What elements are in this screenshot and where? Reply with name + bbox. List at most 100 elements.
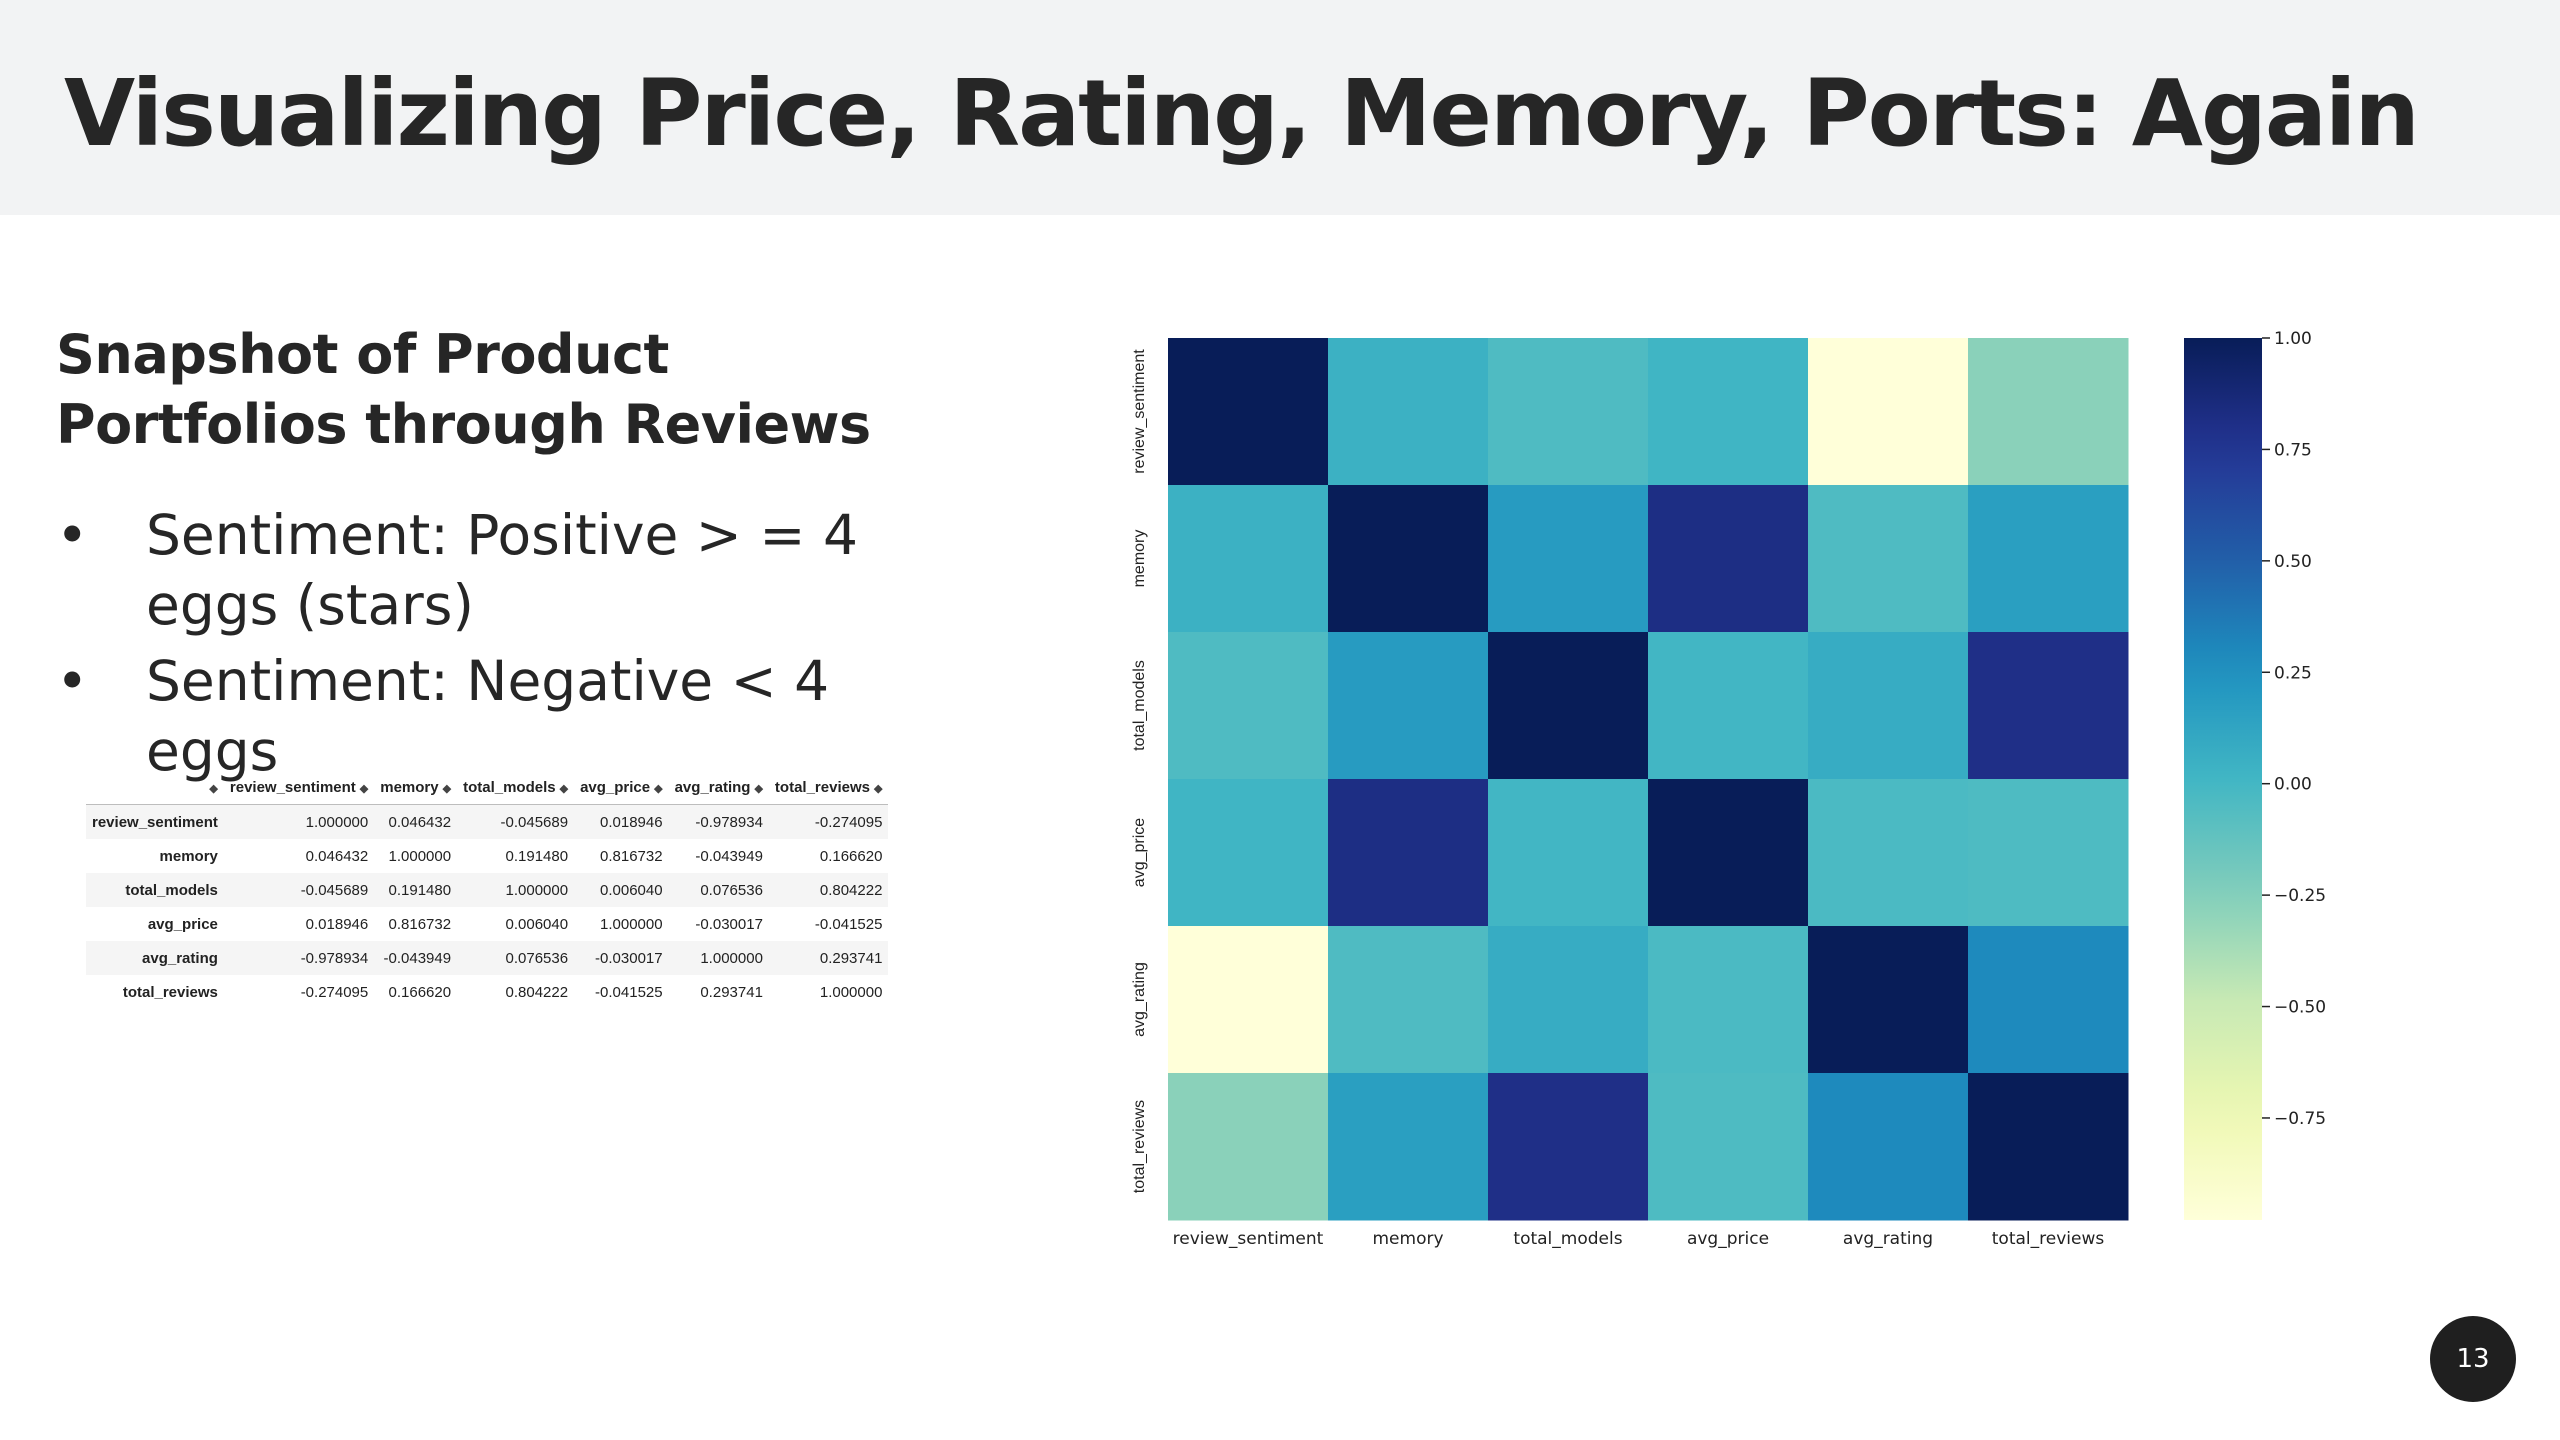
table-cell: -0.043949 bbox=[695, 847, 763, 865]
sort-icon: ◆ bbox=[873, 782, 883, 795]
bullet-item: • Sentiment: Negative < 4 eggs bbox=[56, 646, 956, 786]
heatmap-cell bbox=[1968, 632, 2129, 780]
row-label: total_models bbox=[125, 881, 218, 899]
column-header[interactable]: total_models ◆ bbox=[457, 770, 575, 805]
sort-icon: ◆ bbox=[754, 782, 763, 795]
table-cell: -0.274095 bbox=[300, 983, 369, 1001]
y-tick-label: total_reviews bbox=[1131, 1100, 1148, 1193]
heatmap-cell bbox=[1648, 632, 1809, 780]
table-cell: 0.191480 bbox=[388, 881, 452, 899]
heatmap-cell bbox=[1168, 338, 1329, 486]
heatmap-cell bbox=[1968, 1073, 2129, 1221]
heatmap-cell bbox=[1968, 926, 2129, 1074]
heatmap-cell bbox=[1808, 926, 1969, 1074]
table-row: total_reviews -0.274095 0.166620 0.80422… bbox=[86, 975, 888, 1009]
heatmap-cell bbox=[1648, 485, 1809, 633]
table-cell: 1.000000 bbox=[819, 983, 883, 1001]
row-label: avg_rating bbox=[142, 949, 218, 967]
table-cell: 0.076536 bbox=[700, 881, 763, 899]
colorbar-tick-label: 0.75 bbox=[2274, 440, 2312, 460]
table-cell: 1.000000 bbox=[700, 949, 763, 967]
table-cell: 1.000000 bbox=[600, 915, 663, 933]
colorbar-tick-label: 0.00 bbox=[2274, 775, 2312, 795]
sort-icon: ◆ bbox=[209, 782, 218, 795]
table-cell: 0.816732 bbox=[600, 847, 663, 865]
column-header[interactable]: total_reviews ◆ bbox=[768, 770, 889, 805]
x-tick-label: total_models bbox=[1513, 1229, 1622, 1249]
heatmap-cell bbox=[1328, 926, 1489, 1074]
table-cell: -0.030017 bbox=[595, 949, 663, 967]
table-cell: 0.293741 bbox=[700, 983, 763, 1001]
title-band bbox=[0, 0, 2560, 215]
heatmap-cell bbox=[1328, 632, 1489, 780]
heatmap-cell bbox=[1648, 779, 1809, 927]
heatmap-cell bbox=[1488, 779, 1649, 927]
table-cell: -0.045689 bbox=[500, 813, 569, 831]
correlation-heatmap: review_sentiment memory total_models avg_pr… bbox=[1131, 329, 2326, 1249]
x-tick-label: memory bbox=[1372, 1229, 1443, 1249]
heatmap-cell bbox=[1648, 338, 1809, 486]
sort-icon: ◆ bbox=[442, 782, 452, 795]
heatmap-cell bbox=[1328, 485, 1489, 633]
heatmap-cell bbox=[1488, 632, 1649, 780]
colorbar bbox=[2184, 338, 2262, 1220]
table-cell: 0.046432 bbox=[305, 847, 369, 865]
heatmap-cell bbox=[1168, 926, 1329, 1074]
index-header[interactable]: ◆ bbox=[86, 770, 224, 805]
table-cell: 0.006040 bbox=[600, 881, 663, 899]
heatmap-cell bbox=[1488, 1073, 1649, 1221]
sort-icon: ◆ bbox=[654, 782, 663, 795]
x-tick-label: avg_price bbox=[1687, 1229, 1769, 1249]
table-cell: -0.043949 bbox=[383, 949, 452, 967]
column-header[interactable]: review_sentiment ◆ bbox=[223, 770, 375, 805]
table-row: memory 0.046432 1.000000 0.191480 0.8167… bbox=[86, 839, 888, 873]
table-cell: 1.000000 bbox=[505, 881, 569, 899]
y-tick-label: avg_price bbox=[1131, 818, 1148, 887]
heatmap-cell bbox=[1968, 779, 2129, 927]
colorbar-tick-label: 1.00 bbox=[2274, 329, 2312, 349]
heatmap-cell bbox=[1648, 926, 1809, 1074]
table-cell: 0.018946 bbox=[305, 915, 369, 933]
subtitle: Snapshot of Product Portfolios through R… bbox=[56, 323, 871, 456]
heatmap-cell bbox=[1808, 1073, 1969, 1221]
table-cell: -0.041525 bbox=[814, 915, 883, 933]
bullet-item: • Sentiment: Positive > = 4 eggs (stars) bbox=[56, 500, 956, 640]
table-row: avg_price 0.018946 0.816732 0.006040 1.0… bbox=[86, 907, 888, 941]
table-row: avg_rating -0.978934 -0.043949 0.076536 … bbox=[86, 941, 889, 975]
table-cell: 0.046432 bbox=[388, 813, 452, 831]
page-number: 13 bbox=[2430, 1316, 2516, 1402]
row-label: memory bbox=[159, 847, 218, 865]
table-cell: 0.166620 bbox=[819, 847, 883, 865]
bullet-list: • Sentiment: Positive > = 4 eggs (stars)… bbox=[56, 500, 956, 792]
column-header[interactable]: avg_price ◆ bbox=[574, 770, 669, 805]
heatmap-cell bbox=[1168, 779, 1329, 927]
table-cell: -0.045689 bbox=[300, 881, 369, 899]
y-tick-label: total_models bbox=[1131, 660, 1148, 751]
bullet-dot: • bbox=[56, 649, 89, 713]
table-cell: 0.804222 bbox=[505, 983, 569, 1001]
y-tick-label: memory bbox=[1131, 530, 1148, 588]
sort-icon: ◆ bbox=[559, 782, 569, 795]
column-header[interactable]: avg_rating ◆ bbox=[668, 770, 769, 805]
heatmap-cell bbox=[1808, 632, 1969, 780]
bullet-dot: • bbox=[56, 503, 89, 567]
colorbar-tick-label: −0.50 bbox=[2274, 998, 2326, 1018]
heatmap-cell bbox=[1168, 632, 1329, 780]
x-tick-label: review_sentiment bbox=[1173, 1229, 1324, 1249]
slide-title: Visualizing Price, Rating, Memory, Ports… bbox=[64, 60, 2420, 167]
heatmap-cell bbox=[1328, 1073, 1489, 1221]
column-header[interactable]: memory ◆ bbox=[374, 770, 458, 805]
table-cell: -0.274095 bbox=[814, 813, 883, 831]
heatmap-cell bbox=[1168, 485, 1329, 633]
heatmap-cell bbox=[1328, 779, 1489, 927]
table-header-row: ◆ review_sentiment ◆ memory ◆ total_models… bbox=[86, 770, 889, 805]
colorbar-tick-label: −0.25 bbox=[2274, 886, 2326, 906]
bullet-text: Sentiment: Negative < 4 eggs bbox=[146, 649, 830, 783]
sort-icon: ◆ bbox=[359, 782, 369, 795]
colorbar-tick-label: −0.75 bbox=[2274, 1109, 2326, 1129]
heatmap-cell bbox=[1968, 485, 2129, 633]
heatmap-cell bbox=[1488, 485, 1649, 633]
heatmap-cell bbox=[1968, 338, 2129, 486]
table-cell: 0.018946 bbox=[600, 813, 663, 831]
heatmap-cell bbox=[1488, 338, 1649, 486]
